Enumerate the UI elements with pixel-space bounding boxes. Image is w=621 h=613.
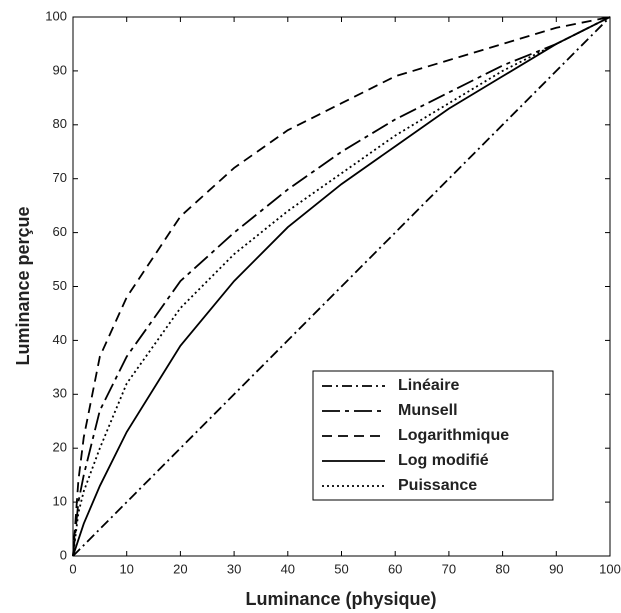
series-line bbox=[72, 16, 611, 557]
y-tick-label: 30 bbox=[53, 386, 67, 401]
y-tick-label: 10 bbox=[53, 494, 67, 509]
y-tick-label: 50 bbox=[53, 278, 67, 293]
y-axis-label: Luminance perçue bbox=[13, 206, 33, 365]
y-tick-label: 60 bbox=[53, 224, 67, 239]
legend-text: Log modifié bbox=[398, 452, 489, 469]
x-tick-label: 60 bbox=[388, 561, 402, 576]
legend-text: Munsell bbox=[398, 402, 458, 419]
y-tick-label: 90 bbox=[53, 62, 67, 77]
y-tick-label: 80 bbox=[53, 116, 67, 131]
legend-text: Logarithmique bbox=[398, 427, 509, 444]
series-line bbox=[72, 16, 611, 557]
y-tick-label: 20 bbox=[53, 440, 67, 455]
y-tick-label: 70 bbox=[53, 170, 67, 185]
y-tick-label: 40 bbox=[53, 332, 67, 347]
legend-box bbox=[312, 370, 554, 501]
x-tick-label: 90 bbox=[549, 561, 563, 576]
x-tick-label: 80 bbox=[495, 561, 509, 576]
series-line bbox=[72, 16, 611, 557]
x-tick-label: 70 bbox=[442, 561, 456, 576]
x-tick-label: 100 bbox=[599, 561, 621, 576]
x-tick-label: 20 bbox=[173, 561, 187, 576]
y-tick-label: 100 bbox=[45, 8, 67, 23]
x-tick-label: 0 bbox=[69, 561, 76, 576]
y-tick-label: 0 bbox=[60, 547, 67, 562]
legend-text: Linéaire bbox=[398, 377, 459, 394]
x-tick-label: 50 bbox=[334, 561, 348, 576]
x-axis-label: Luminance (physique) bbox=[245, 589, 436, 609]
x-tick-label: 40 bbox=[281, 561, 295, 576]
x-tick-label: 10 bbox=[119, 561, 133, 576]
x-tick-label: 30 bbox=[227, 561, 241, 576]
series-line bbox=[72, 16, 611, 557]
series-line bbox=[72, 16, 611, 557]
legend-text: Puissance bbox=[398, 477, 477, 494]
